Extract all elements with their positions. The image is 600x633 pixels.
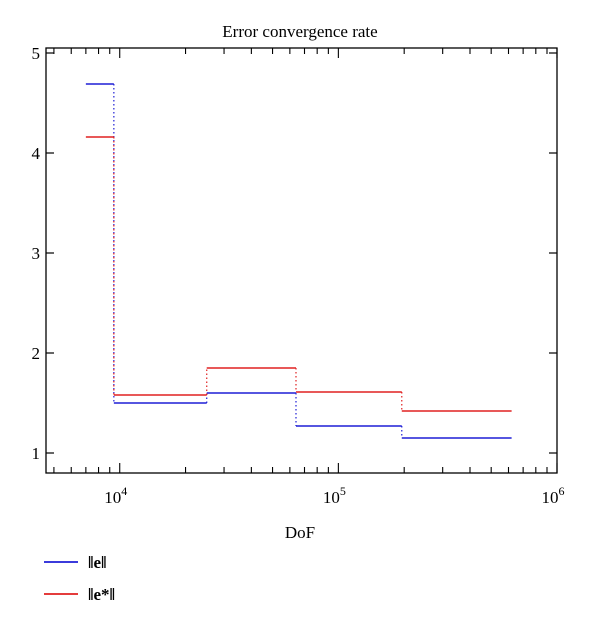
x-tick-exponent: 4 <box>121 484 127 498</box>
y-tick-label: 5 <box>32 44 41 63</box>
legend: ‖e‖ ‖e*‖ <box>44 553 115 604</box>
x-tick-label: 104 <box>104 484 127 507</box>
x-tick-label: 105 <box>323 484 346 507</box>
x-tick-base: 10 <box>104 488 121 507</box>
y-tick-label: 3 <box>32 244 41 263</box>
x-axis-label: DoF <box>285 523 315 542</box>
chart-title: Error convergence rate <box>222 22 377 41</box>
y-tick-label: 4 <box>32 144 41 163</box>
y-tick-label: 2 <box>32 344 41 363</box>
x-tick-exponent: 5 <box>340 484 346 498</box>
x-tick-label: 106 <box>542 484 565 507</box>
plot-frame <box>45 47 558 474</box>
legend-label: ‖e*‖ <box>88 585 115 604</box>
y-tick-label: 1 <box>32 444 41 463</box>
x-tick-exponent: 6 <box>559 484 565 498</box>
x-tick-base: 10 <box>323 488 340 507</box>
legend-label: ‖e‖ <box>88 553 107 572</box>
x-tick-base: 10 <box>542 488 559 507</box>
